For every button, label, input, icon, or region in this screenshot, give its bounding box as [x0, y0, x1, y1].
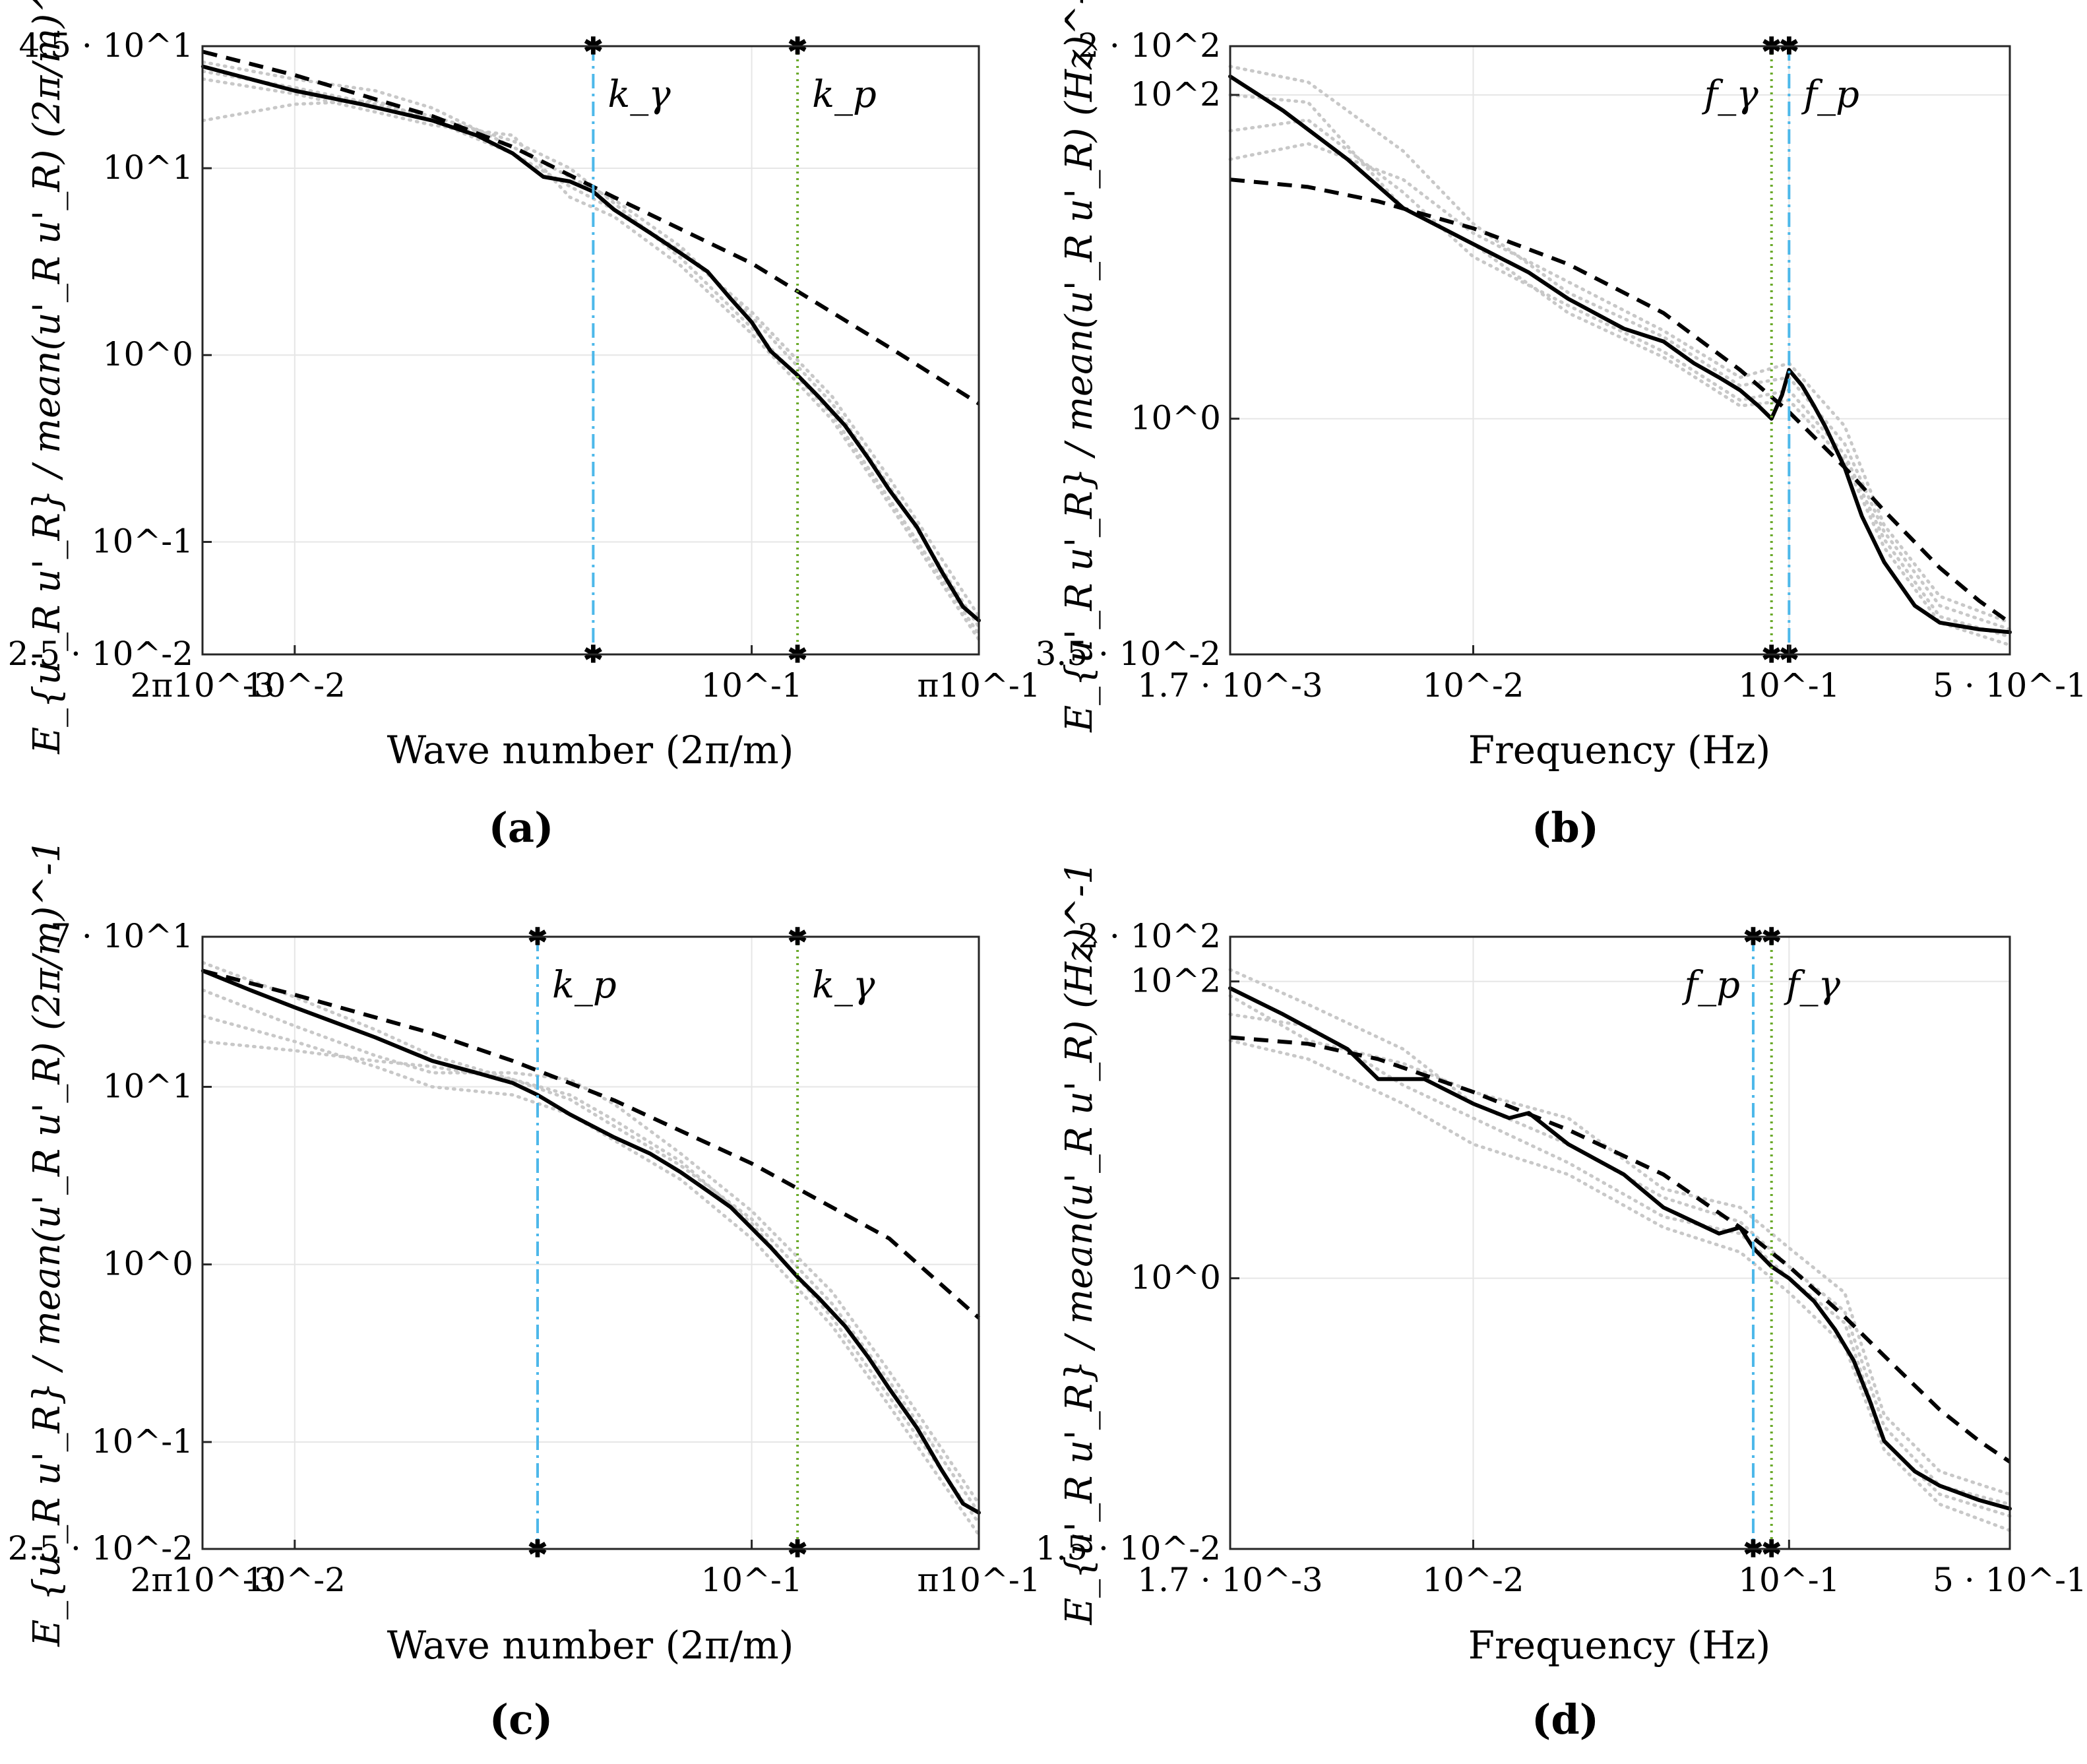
plot-frame [1229, 935, 2011, 1550]
individual-spectrum-2-line [201, 69, 981, 637]
x-tick-label: 10^-2 [1422, 666, 1524, 705]
y-tick-label: 10^-1 [92, 1422, 193, 1461]
marker-label: f_p [1801, 73, 1859, 116]
y-tick-label: 10^0 [103, 1245, 193, 1283]
x-tick-label: π10^-1 [917, 666, 1040, 705]
model-fit-line [1230, 177, 2011, 625]
x-tick-label: 10^-2 [244, 1561, 346, 1599]
individual-spectrum-1-line [201, 961, 981, 1515]
x-tick-label: 10^-1 [701, 666, 802, 705]
individual-spectrum-1-line [1228, 65, 2012, 631]
x-axis-label: Wave number (2π/m) [387, 1623, 794, 1668]
individual-spectrum-3-line [201, 988, 981, 1505]
x-tick-label: 10^-1 [701, 1561, 802, 1599]
individual-spectrum-4-line [1228, 93, 2012, 647]
marker-label: f_γ [1784, 964, 1841, 1007]
model-fit-line [1230, 1035, 2011, 1464]
y-axis-label: E_{u'_R u'_R} / mean(u'_R u'_R) (2π/m)^-… [26, 839, 69, 1647]
y-tick-label: 2 · 10^2 [1078, 917, 1221, 955]
y-tick-label: 1.5 · 10^-2 [1036, 1529, 1221, 1567]
individual-spectrum-2-line [1228, 1013, 2012, 1518]
y-axis-label: E_{u'_R u'_R} / mean(u'_R u'_R) (Hz)^-1 [1058, 861, 1101, 1625]
y-axis-label: E_{u'_R u'_R} / mean(u'_R u'_R) (2π/m)^-… [26, 0, 69, 755]
mean-spectrum-line [201, 64, 981, 623]
x-tick-label: 5 · 10^-1 [1933, 1561, 2087, 1599]
y-tick-label: 2.5 · 10^-2 [8, 635, 193, 673]
marker-label: k_γ [607, 73, 671, 116]
individual-spectrum-4-line [1228, 1038, 2012, 1532]
y-tick-label: 4.5 · 10^1 [18, 26, 193, 65]
x-tick-label: π10^-1 [917, 1561, 1040, 1599]
x-tick-label: 2π10^-3 [131, 1561, 275, 1599]
individual-spectrum-2-line [201, 1040, 981, 1525]
x-tick-label: 10^-1 [1738, 1561, 1840, 1599]
panel-label: (c) [489, 1695, 553, 1744]
y-tick-label: 10^2 [1131, 962, 1221, 1000]
x-tick-label: 5 · 10^-1 [1933, 666, 2087, 705]
mean-spectrum-line [201, 968, 981, 1515]
individual-spectrum-4-line [201, 77, 981, 642]
x-axis-label: Wave number (2π/m) [387, 728, 794, 772]
x-tick-label: 10^-2 [1422, 1561, 1524, 1599]
marker-label: k_p [812, 73, 877, 116]
y-tick-label: 10^2 [1131, 75, 1221, 113]
individual-spectrum-2-line [1228, 118, 2012, 639]
model-fit-line [202, 968, 980, 1320]
y-tick-label: 7 · 10^1 [50, 917, 193, 955]
y-tick-label: 10^1 [103, 148, 193, 187]
plot-frame [201, 935, 980, 1550]
mean-spectrum-line [1228, 74, 2012, 635]
marker-label: k_p [552, 964, 617, 1007]
marker-label: k_γ [812, 964, 875, 1007]
y-tick-label: 10^0 [1131, 399, 1221, 437]
panel-label: (a) [489, 803, 554, 852]
panel-label: (b) [1532, 803, 1599, 852]
x-tick-label: 1.7 · 10^-3 [1137, 666, 1323, 705]
marker-label: f_γ [1702, 73, 1759, 116]
y-tick-label: 2.5 · 10^-2 [8, 1529, 193, 1567]
panel-d: ✱✱f_p✱✱f_γ1.7 · 10^-3 10^-2 10^-1 5 · 10^-1… [1036, 861, 2087, 1744]
x-axis-label: Frequency (Hz) [1468, 728, 1771, 772]
y-tick-label: 10^1 [103, 1067, 193, 1106]
y-tick-label: 10^0 [103, 335, 193, 373]
plot-frame [1229, 45, 2011, 656]
plot-frame [201, 45, 980, 656]
y-tick-label: 2 · 10^2 [1078, 26, 1221, 65]
individual-spectrum-3-line [1228, 994, 2012, 1496]
individual-spectrum-4-line [201, 1014, 981, 1537]
y-axis-label: E_{u'_R u'_R} / mean(u'_R u'_R) (Hz)^-1 [1058, 0, 1101, 733]
mean-spectrum-line [1228, 986, 2012, 1511]
panel-b: ✱✱f_γ✱✱f_p1.7 · 10^-3 10^-2 10^-1 5 · 10^-1… [1036, 0, 2087, 852]
x-tick-label: 2π10^-3 [131, 666, 275, 705]
individual-spectrum-1-line [1228, 968, 2012, 1506]
individual-spectrum-3-line [1228, 142, 2012, 625]
individual-spectrum-3-line [201, 99, 981, 618]
y-tick-label: 3.5 · 10^-2 [1036, 635, 1221, 673]
y-tick-label: 10^0 [1131, 1259, 1221, 1297]
model-fit-line [202, 49, 980, 406]
x-tick-label: 1.7 · 10^-3 [1137, 1561, 1323, 1599]
panel-label: (d) [1532, 1695, 1599, 1744]
x-tick-label: 10^-1 [1738, 666, 1840, 705]
marker-label: f_p [1681, 964, 1740, 1007]
x-tick-label: 10^-2 [244, 666, 346, 705]
y-tick-label: 10^-1 [92, 522, 193, 560]
x-axis-label: Frequency (Hz) [1468, 1623, 1771, 1668]
